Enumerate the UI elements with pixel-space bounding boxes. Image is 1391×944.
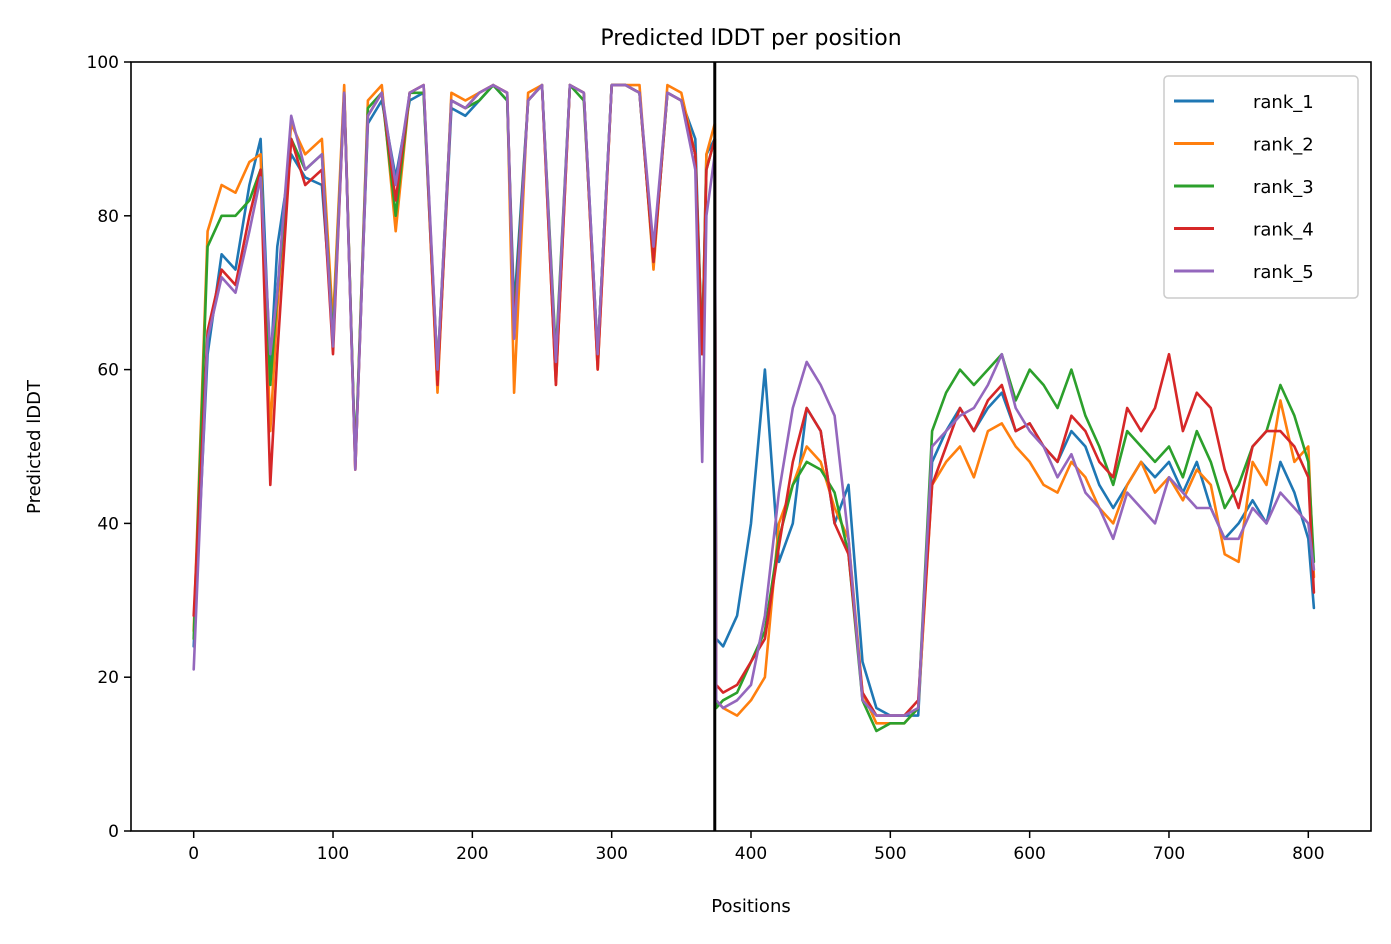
series-layer	[192, 83, 1316, 733]
x-tick-label: 600	[1013, 844, 1045, 864]
x-tick-label: 500	[874, 844, 906, 864]
y-tick-label: 20	[97, 668, 119, 688]
x-tick-label: 800	[1292, 844, 1324, 864]
x-axis-label: Positions	[711, 896, 790, 917]
y-tick-label: 100	[87, 53, 119, 73]
series-line-rank_3	[192, 83, 1316, 733]
y-tick-label: 0	[108, 822, 119, 842]
x-tick-label: 700	[1153, 844, 1185, 864]
legend-label-rank_4: rank_4	[1253, 220, 1314, 241]
y-axis-ticks: 0 20 40 60 80 100	[87, 53, 131, 842]
legend-label-rank_2: rank_2	[1253, 135, 1314, 156]
legend-items: rank_1 rank_2 rank_3 rank_4 rank_5	[1174, 92, 1314, 283]
legend-label-rank_1: rank_1	[1253, 92, 1314, 113]
legend-box	[1163, 75, 1359, 299]
legend-label-rank_5: rank_5	[1253, 262, 1314, 283]
x-axis-ticks: 0 100 200 300 400 500 600 700 800	[188, 831, 1325, 864]
y-tick-label: 60	[97, 361, 119, 381]
legend-label-rank_3: rank_3	[1253, 177, 1314, 198]
chart-title: Predicted lDDT per position	[600, 26, 901, 51]
series-line-rank_5	[192, 83, 1316, 717]
y-tick-label: 80	[97, 207, 119, 227]
y-tick-label: 40	[97, 514, 119, 534]
legend: rank_1 rank_2 rank_3 rank_4 rank_5	[1163, 75, 1359, 299]
x-tick-label: 300	[595, 844, 627, 864]
x-tick-label: 200	[456, 844, 488, 864]
y-axis-label: Predicted lDDT	[24, 379, 45, 514]
series-line-rank_1	[192, 83, 1316, 717]
x-tick-label: 100	[317, 844, 349, 864]
x-tick-label: 0	[188, 844, 199, 864]
x-tick-label: 400	[735, 844, 767, 864]
